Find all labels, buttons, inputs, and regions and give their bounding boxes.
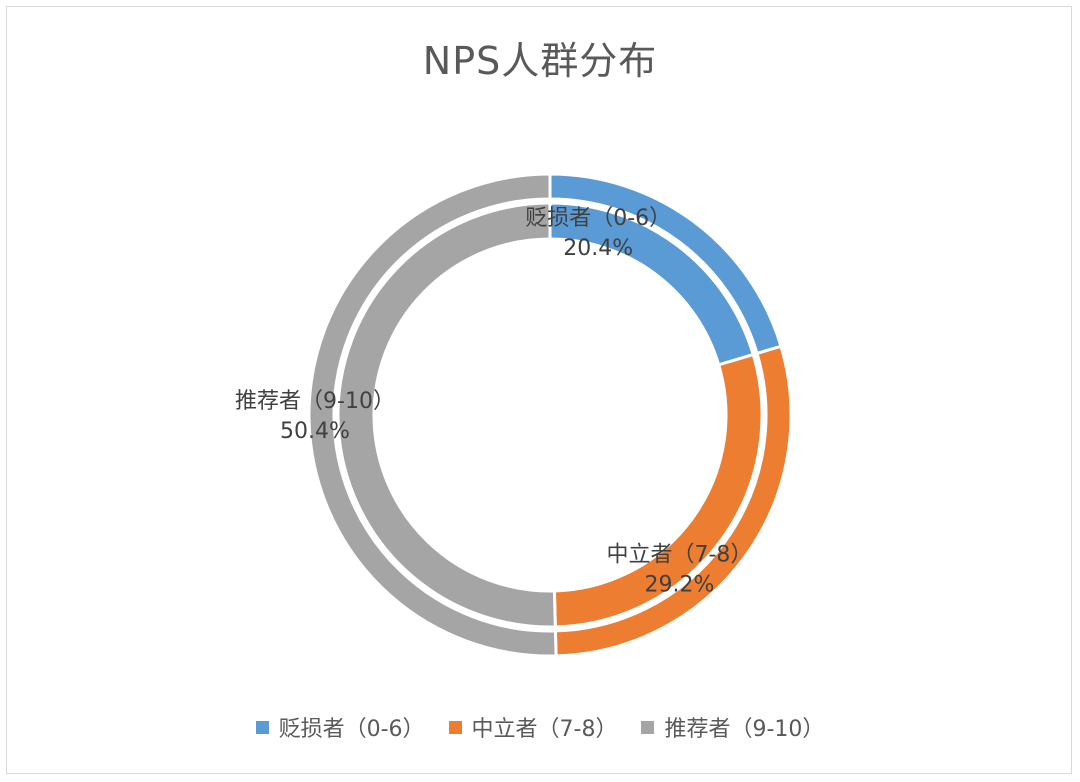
data-label-value-passives: 29.2%: [645, 572, 715, 597]
legend-label-passives: 中立者（7-8）: [471, 717, 618, 742]
legend-swatch-promoters: [641, 720, 655, 734]
legend-swatch-passives: [448, 720, 462, 734]
data-label-detractors: 贬损者（0-6） 20.4%: [525, 206, 671, 261]
legend-item-promoters: 推荐者（9-10）: [641, 711, 824, 743]
legend-label-detractors: 贬损者（0-6）: [278, 717, 425, 742]
data-label-value-promoters: 50.4%: [280, 419, 350, 444]
chart-title: NPS人群分布: [422, 39, 658, 83]
data-label-promoters: 推荐者（9-10） 50.4%: [235, 389, 395, 444]
slice-outer-promoters: [307, 172, 558, 658]
data-label-category-passives: 中立者（7-8）: [606, 542, 752, 567]
legend-item-passives: 中立者（7-8）: [448, 711, 618, 743]
data-label-category-promoters: 推荐者（9-10）: [235, 389, 395, 414]
legend: 贬损者（0-6） 中立者（7-8） 推荐者（9-10）: [0, 711, 1080, 743]
data-label-passives: 中立者（7-8） 29.2%: [606, 542, 752, 597]
legend-item-detractors: 贬损者（0-6）: [255, 711, 425, 743]
data-label-category-detractors: 贬损者（0-6）: [525, 206, 671, 231]
slice-inner-promoters: [336, 201, 557, 629]
data-label-value-detractors: 20.4%: [563, 236, 633, 261]
legend-label-promoters: 推荐者（9-10）: [664, 717, 825, 742]
legend-swatch-detractors: [255, 720, 269, 734]
